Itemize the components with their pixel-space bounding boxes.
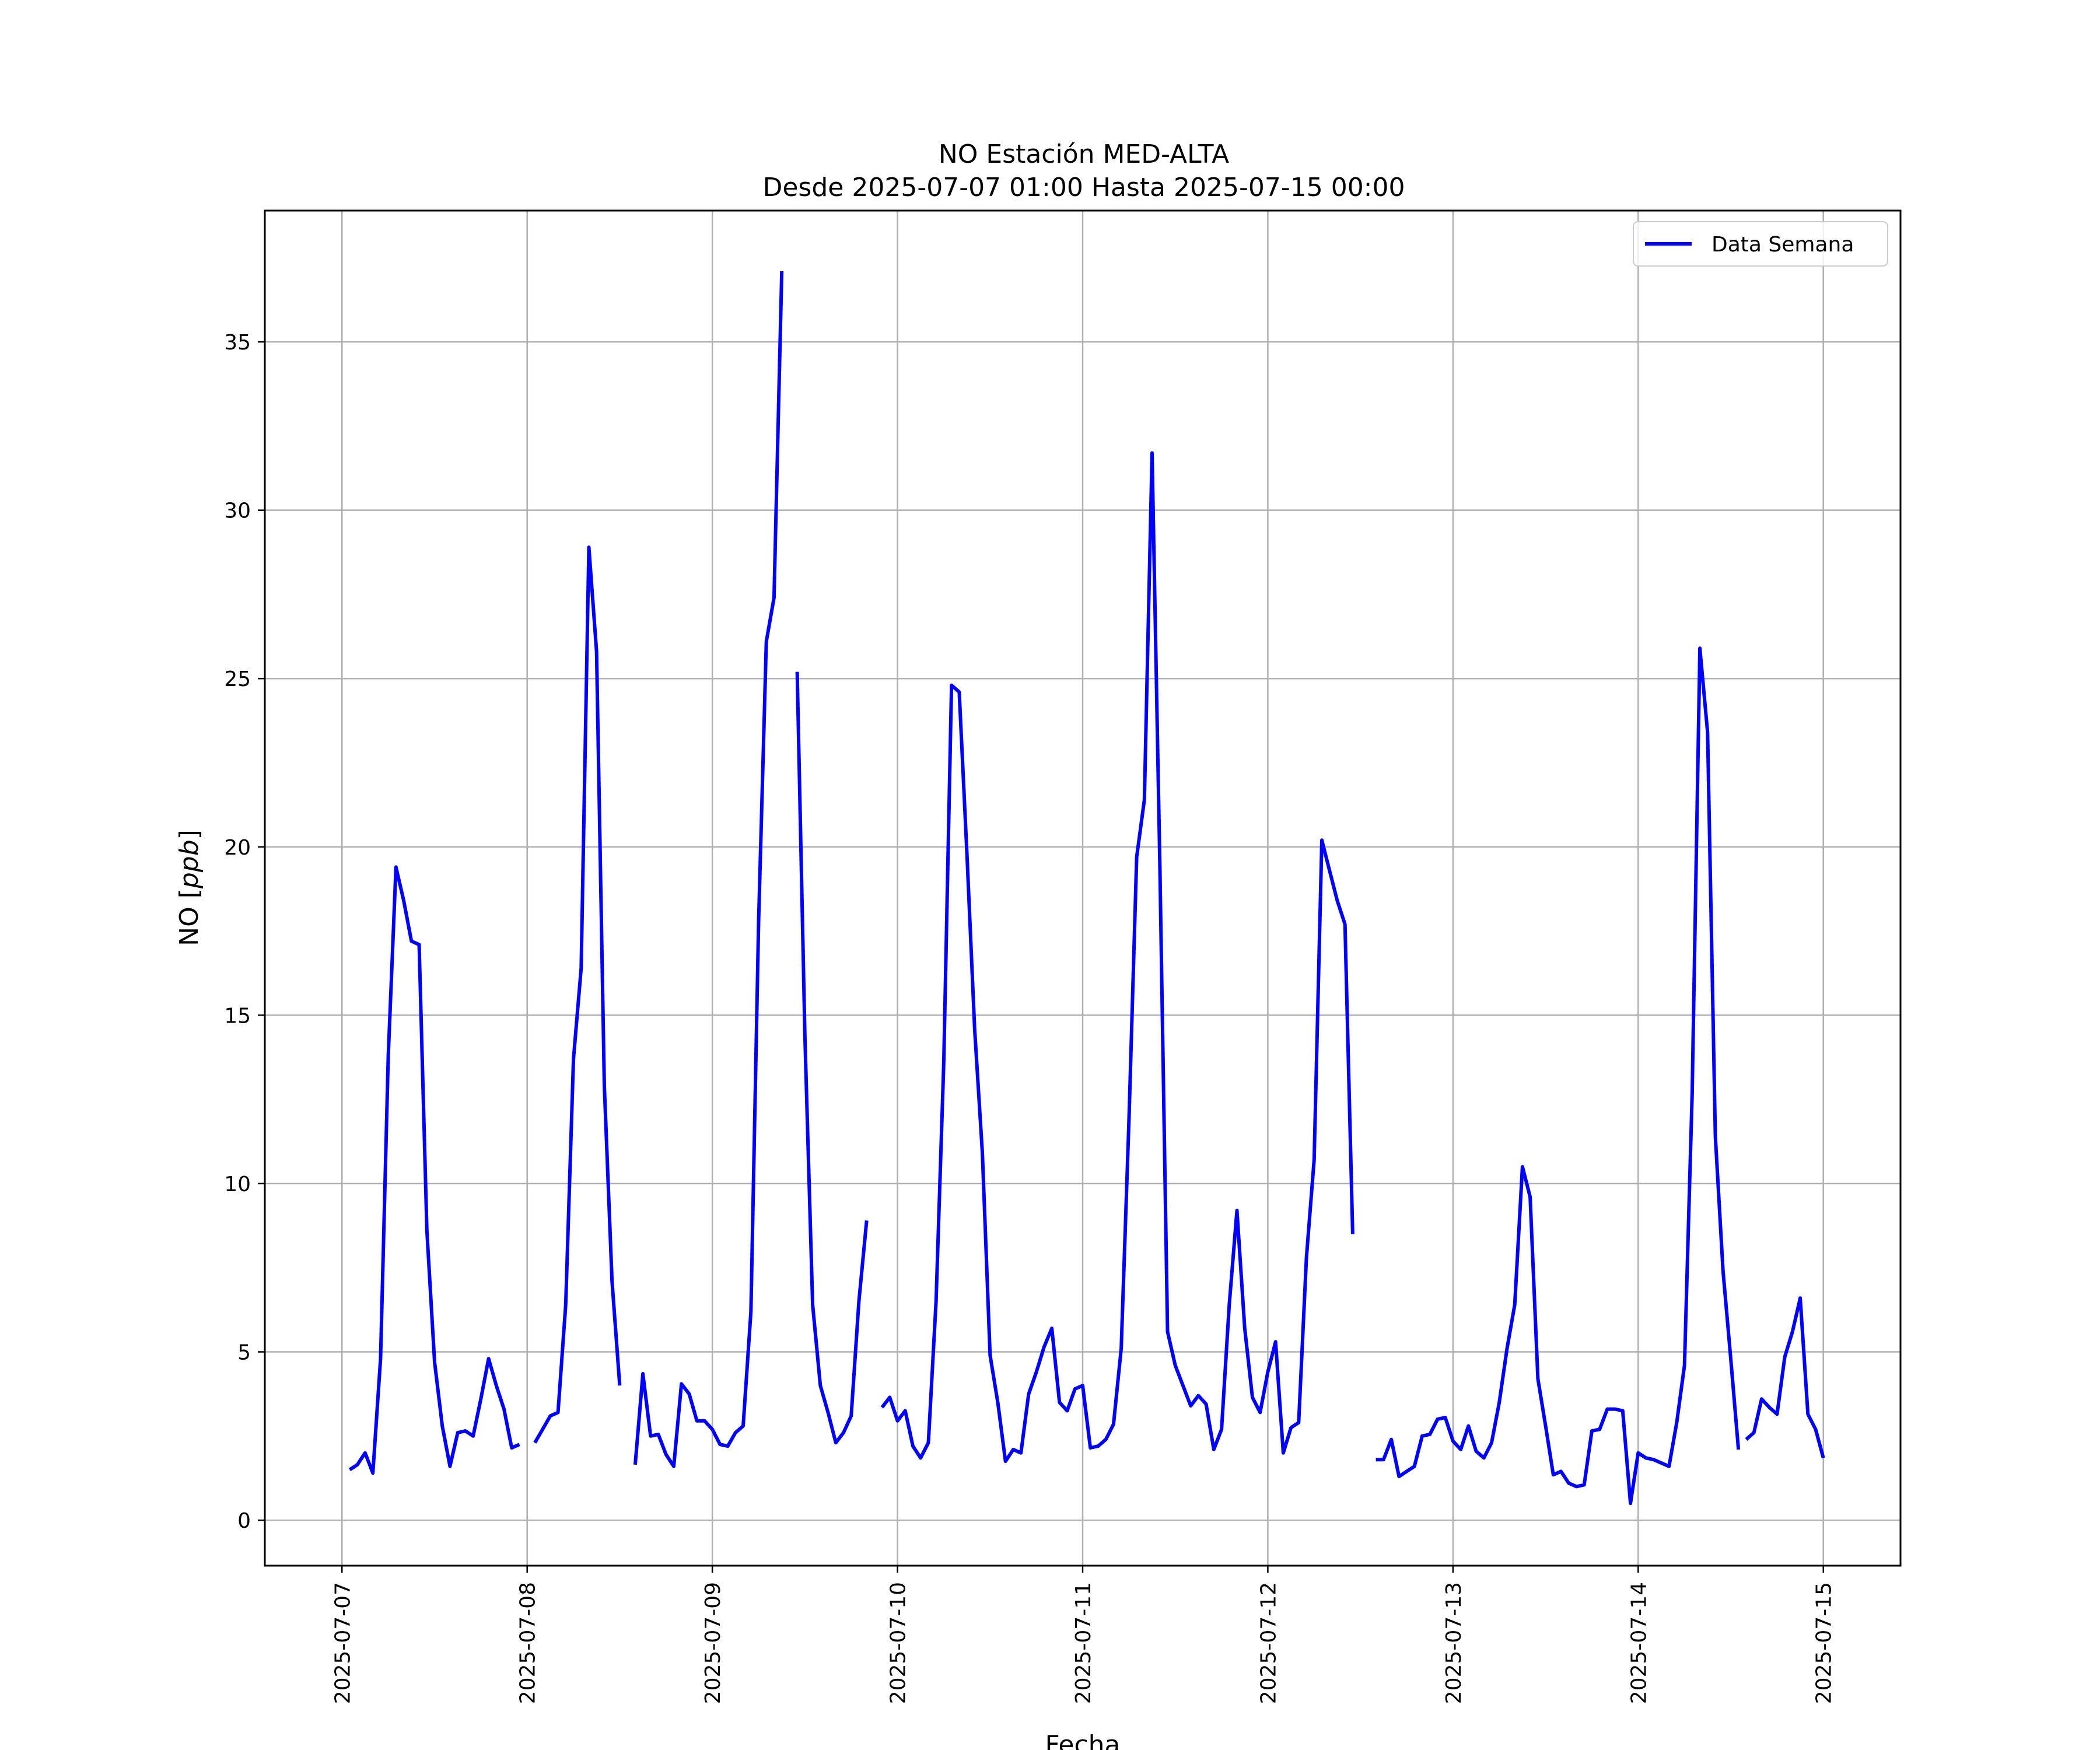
- series-line-segment-4: [795, 671, 869, 1445]
- series-line-segment-7: [1745, 1296, 1825, 1459]
- series-line-segment-5: [880, 451, 1354, 1464]
- y-axis-label-text: NO [: [174, 888, 204, 946]
- y-tick-label: 10: [224, 1172, 251, 1196]
- x-tick-label: 2025-07-07: [331, 1582, 355, 1704]
- chart-title: NO Estación MED-ALTA: [939, 139, 1229, 169]
- y-tick-label: 0: [237, 1509, 251, 1533]
- x-tick-label: 2025-07-11: [1072, 1582, 1096, 1704]
- x-tick-label: 2025-07-09: [701, 1582, 725, 1704]
- x-tick-label: 2025-07-14: [1627, 1582, 1651, 1704]
- y-tick-label: 20: [224, 836, 251, 860]
- y-tick-label: 35: [224, 331, 251, 355]
- legend: Data Semana: [1633, 221, 1888, 267]
- chart-subtitle: Desde 2025-07-07 01:00 Hasta 2025-07-15 …: [762, 173, 1405, 202]
- grid: [265, 211, 1901, 1566]
- x-tick-label: 2025-07-15: [1812, 1582, 1836, 1704]
- legend-box: [1633, 221, 1888, 267]
- x-tick-label: 2025-07-13: [1442, 1582, 1466, 1704]
- series-line-segment-3: [633, 271, 784, 1468]
- series-line-segment-6: [1376, 646, 1741, 1506]
- series-data-semana: [348, 271, 1825, 1506]
- y-tick-label: 30: [224, 499, 251, 523]
- series-line-segment-2: [533, 545, 622, 1444]
- x-tick-label: 2025-07-08: [516, 1582, 540, 1704]
- y-tick-label: 25: [224, 667, 251, 691]
- x-axis-label: Fecha: [1045, 1730, 1120, 1750]
- x-tick-label: 2025-07-10: [887, 1582, 911, 1704]
- series-line-segment-1: [348, 865, 520, 1475]
- legend-label: Data Semana: [1712, 233, 1854, 257]
- y-axis-label-unit: ppb: [174, 839, 204, 889]
- y-tick-label: 15: [224, 1004, 251, 1028]
- y-tick-label: 5: [237, 1341, 251, 1365]
- y-axis-label: NO [ppb]: [174, 830, 204, 946]
- axis-ticks: 2025-07-07 2025-07-08 2025-07-09 2025-07-10…: [224, 331, 1836, 1704]
- y-axis-label-close: ]: [174, 830, 204, 839]
- x-tick-label: 2025-07-12: [1256, 1582, 1280, 1704]
